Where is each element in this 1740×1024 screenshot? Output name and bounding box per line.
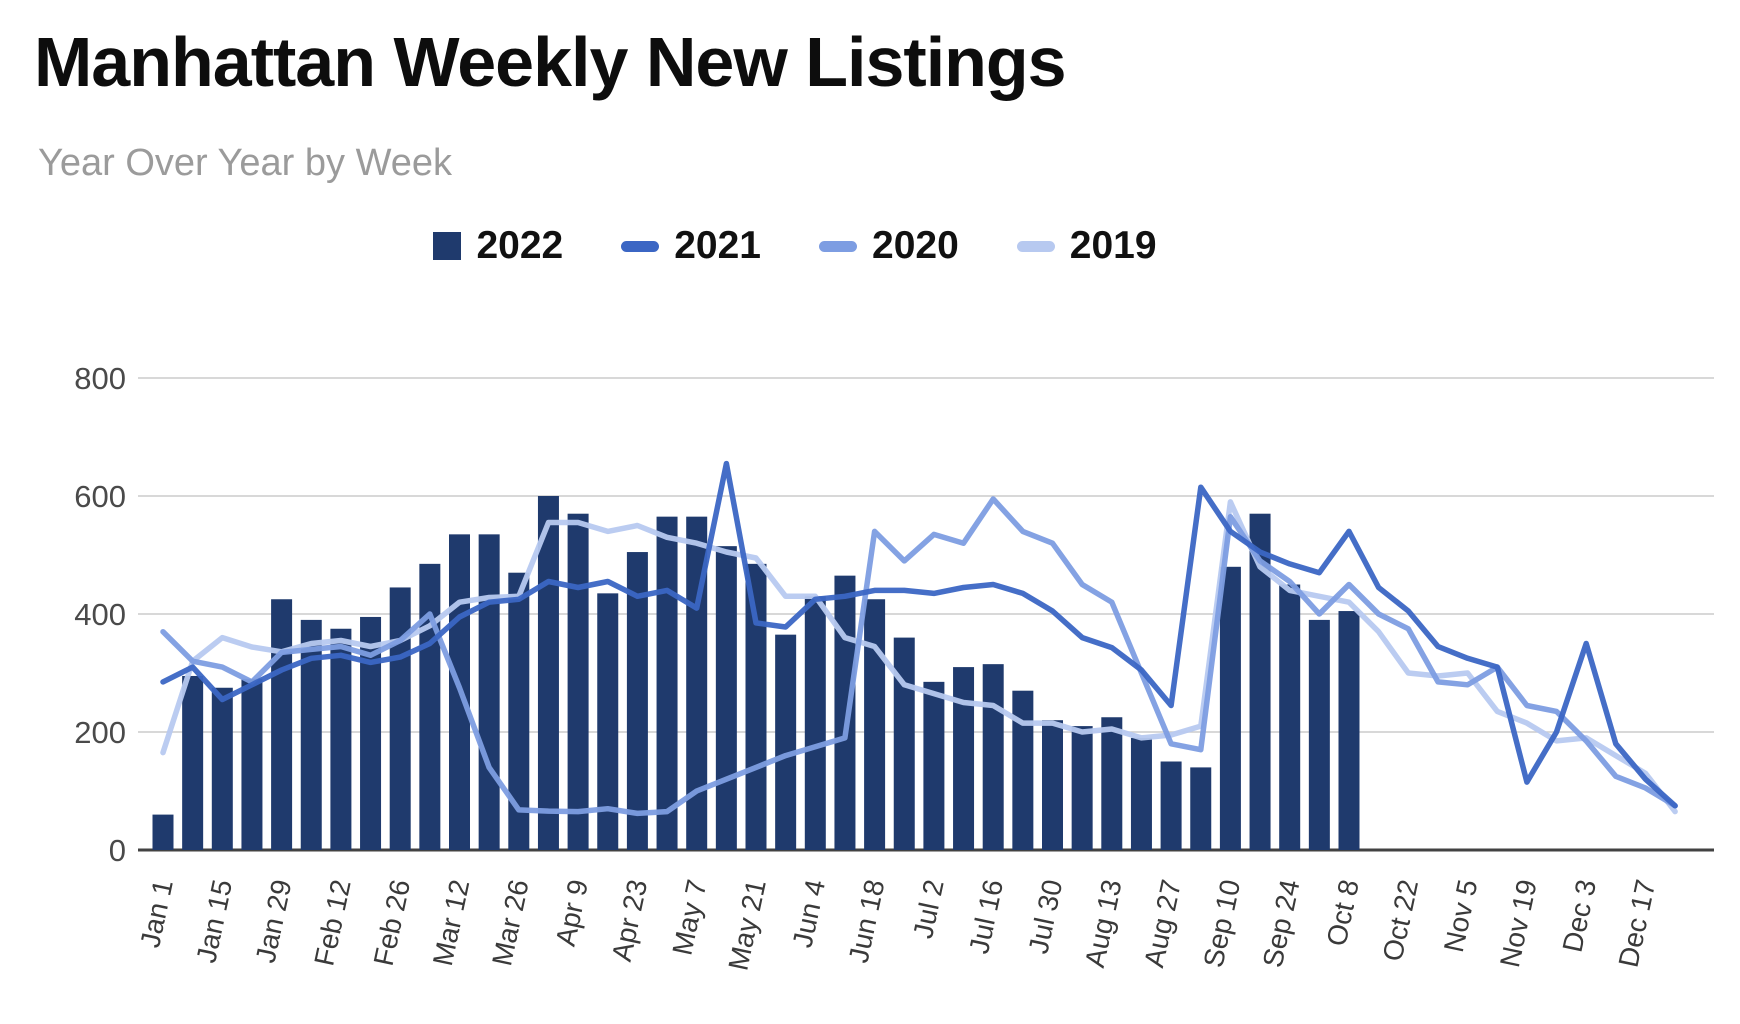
bar-2022-May 7 xyxy=(686,516,708,850)
bar-2022-Feb 5 xyxy=(300,619,322,850)
bar-2022-Jan 29 xyxy=(271,599,293,850)
chart-legend: 2022 2021 2020 2019 xyxy=(0,224,1590,268)
page-subtitle: Year Over Year by Week xyxy=(38,142,453,184)
bar-2022-Apr 23 xyxy=(626,552,648,850)
y-tick-label-600: 600 xyxy=(74,479,126,514)
x-tick-label-Dec 3: Dec 3 xyxy=(1557,877,1603,955)
x-tick-label-Jul 16: Jul 16 xyxy=(963,877,1009,957)
bar-2022-Jun 25 xyxy=(893,637,915,850)
y-axis-labels: 800 600 400 200 0 xyxy=(74,361,126,868)
x-tick-label-May 7: May 7 xyxy=(666,877,712,958)
legend-label-2022: 2022 xyxy=(476,224,564,267)
bars-2022 xyxy=(152,496,1360,850)
bar-2022-Jan 8 xyxy=(182,675,204,850)
x-tick-label-Jun 18: Jun 18 xyxy=(843,877,891,966)
legend-swatch-2021-icon xyxy=(621,240,660,252)
x-tick-label-Jan 29: Jan 29 xyxy=(250,877,298,966)
x-tick-label-Aug 27: Aug 27 xyxy=(1138,877,1187,970)
legend-item-2021: 2021 xyxy=(621,224,761,268)
bar-2022-Mar 19 xyxy=(478,534,500,850)
legend-label-2019: 2019 xyxy=(1069,224,1157,267)
x-tick-label-Oct 8: Oct 8 xyxy=(1321,877,1365,949)
bar-2022-Apr 9 xyxy=(567,513,589,850)
x-tick-label-Jan 15: Jan 15 xyxy=(190,877,238,966)
line-2019 xyxy=(160,499,1678,815)
legend-item-2020: 2020 xyxy=(819,224,959,268)
line-2021 xyxy=(160,460,1678,809)
x-tick-label-Apr 23: Apr 23 xyxy=(606,877,653,964)
bar-2022-Jan 15 xyxy=(211,687,233,850)
bar-2022-May 28 xyxy=(775,634,797,850)
bar-2022-Jul 2 xyxy=(923,681,945,850)
bar-2022-Jun 11 xyxy=(834,575,856,850)
bar-2022-Oct 1 xyxy=(1308,619,1330,850)
legend-label-2020: 2020 xyxy=(872,224,959,267)
y-tick-label-400: 400 xyxy=(74,597,126,632)
bar-2022-Aug 13 xyxy=(1101,717,1123,850)
x-tick-label-Nov 19: Nov 19 xyxy=(1494,877,1543,970)
x-tick-label-Jun 4: Jun 4 xyxy=(787,877,832,950)
legend-item-2019: 2019 xyxy=(1016,224,1157,268)
legend-swatch-2020-icon xyxy=(819,240,857,252)
bar-2022-Jul 9 xyxy=(953,667,975,850)
bar-2022-Jan 1 xyxy=(152,814,174,850)
bar-2022-Oct 8 xyxy=(1338,611,1360,850)
bar-2022-Apr 2 xyxy=(537,496,559,850)
x-tick-label-Mar 12: Mar 12 xyxy=(427,877,475,969)
bar-2022-Jun 18 xyxy=(864,599,886,850)
legend-swatch-2022-icon xyxy=(433,232,462,260)
bar-2022-Jan 22 xyxy=(241,678,263,850)
y-tick-label-200: 200 xyxy=(74,715,126,750)
x-tick-label-Jul 30: Jul 30 xyxy=(1023,877,1069,957)
bar-2022-Sep 24 xyxy=(1279,584,1301,850)
bar-2022-Aug 6 xyxy=(1071,726,1093,850)
legend-swatch-2019-icon xyxy=(1016,240,1055,252)
x-tick-label-Apr 9: Apr 9 xyxy=(550,877,594,949)
bar-2022-May 14 xyxy=(715,546,737,850)
bar-2022-Feb 19 xyxy=(360,616,382,850)
x-tick-label-Feb 26: Feb 26 xyxy=(368,877,416,969)
bar-2022-Aug 20 xyxy=(1130,737,1152,850)
bar-2022-Sep 17 xyxy=(1249,513,1271,850)
bar-2022-Sep 10 xyxy=(1219,566,1241,850)
y-tick-label-0: 0 xyxy=(109,833,126,868)
line-2020 xyxy=(160,496,1678,817)
x-tick-label-Nov 5: Nov 5 xyxy=(1438,877,1484,955)
x-tick-label-Sep 24: Sep 24 xyxy=(1257,877,1306,970)
x-tick-label-Sep 10: Sep 10 xyxy=(1197,877,1246,970)
bar-2022-Feb 12 xyxy=(330,628,352,850)
bar-2022-Feb 26 xyxy=(389,587,411,850)
bar-2022-Sep 3 xyxy=(1190,767,1212,850)
x-tick-label-Mar 26: Mar 26 xyxy=(486,877,534,969)
legend-item-2022: 2022 xyxy=(433,224,563,268)
bar-2022-Jul 23 xyxy=(1012,690,1034,850)
legend-label-2021: 2021 xyxy=(674,224,761,267)
bar-2022-Jul 16 xyxy=(982,664,1004,850)
x-tick-label-May 21: May 21 xyxy=(722,877,771,973)
x-tick-label-Aug 13: Aug 13 xyxy=(1079,877,1128,970)
bar-2022-Jun 4 xyxy=(804,596,826,850)
bar-2022-Jul 30 xyxy=(1042,720,1063,850)
x-tick-label-Dec 17: Dec 17 xyxy=(1613,877,1662,970)
x-tick-label-Jan 1: Jan 1 xyxy=(134,877,179,950)
x-axis-labels: Jan 1 Jan 15 Jan 29 Feb 12 Feb 26 Mar 12 Mar 2… xyxy=(134,877,1661,973)
bar-2022-Apr 16 xyxy=(597,593,619,850)
bar-2022-Apr 30 xyxy=(656,516,678,850)
bar-2022-Mar 5 xyxy=(419,563,441,850)
x-tick-label-Feb 12: Feb 12 xyxy=(308,877,356,969)
bar-2022-Aug 27 xyxy=(1160,761,1182,850)
y-tick-label-800: 800 xyxy=(74,361,126,396)
bar-2022-Mar 26 xyxy=(508,572,530,850)
bar-2022-May 21 xyxy=(745,563,767,850)
x-tick-label-Jul 2: Jul 2 xyxy=(907,877,950,941)
page-title: Manhattan Weekly New Listings xyxy=(34,23,1067,101)
x-tick-label-Oct 22: Oct 22 xyxy=(1377,877,1424,964)
